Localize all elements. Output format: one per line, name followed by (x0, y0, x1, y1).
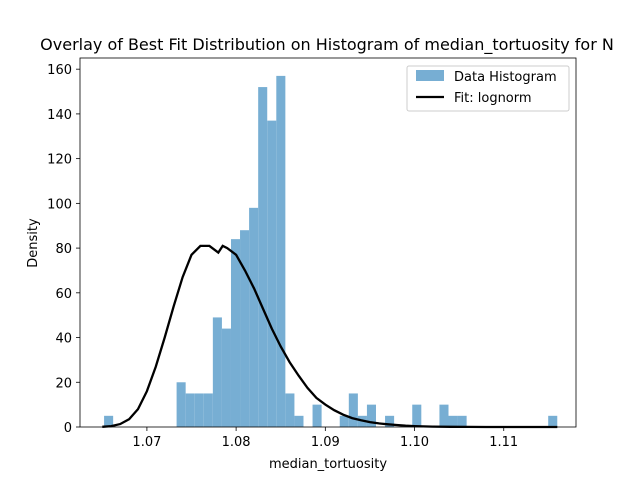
histogram-bar (457, 415, 467, 427)
histogram-bar (221, 328, 231, 427)
histogram-bar (548, 415, 558, 427)
y-tick-label: 40 (55, 332, 72, 347)
histogram-bar (276, 75, 286, 428)
histogram-bar (294, 415, 304, 427)
y-axis-ticks: 0 20 40 60 80 100 120 140 160 (47, 63, 80, 436)
histogram-bar (366, 404, 376, 427)
x-tick-label: 1.08 (222, 435, 251, 450)
y-tick-label: 120 (47, 153, 72, 168)
histogram-bar (104, 415, 114, 427)
histogram-bar (348, 393, 358, 427)
legend: Data Histogram Fit: lognorm (406, 65, 570, 112)
legend-histogram-label: Data Histogram (454, 70, 557, 85)
x-tick-label: 1.11 (489, 435, 518, 450)
histogram-bar (412, 404, 422, 427)
histogram-bar (249, 207, 259, 427)
y-axis-label: Density (26, 218, 41, 268)
fit-curve-lognorm (102, 244, 558, 429)
legend-fit-label: Fit: lognorm (454, 91, 532, 106)
x-tick-label: 1.10 (400, 435, 429, 450)
y-tick-label: 160 (47, 63, 72, 78)
histogram-bar (240, 230, 250, 427)
histogram-bars (104, 75, 558, 428)
y-tick-label: 100 (47, 197, 72, 212)
y-tick-label: 60 (55, 287, 72, 302)
histogram-bar (212, 317, 222, 427)
x-axis-ticks: 1.07 1.08 1.09 1.10 1.11 (132, 427, 518, 450)
histogram-bar (185, 393, 195, 427)
histogram-bar (203, 393, 213, 427)
histogram-bar (258, 87, 268, 427)
histogram-bar (339, 415, 349, 427)
legend-histogram-swatch (416, 70, 444, 81)
x-axis-label: median_tortuosity (269, 457, 387, 472)
histogram-bar (176, 382, 186, 427)
plot-frame (79, 57, 577, 428)
histogram-bar (267, 120, 277, 428)
y-tick-label: 80 (55, 242, 72, 257)
y-tick-label: 20 (55, 376, 72, 391)
legend-box (406, 65, 570, 112)
x-tick-label: 1.09 (311, 435, 340, 450)
histogram-bar (230, 239, 241, 427)
chart-title: Overlay of Best Fit Distribution on Hist… (40, 35, 614, 55)
histogram-bar (312, 404, 322, 427)
histogram-bar (448, 415, 458, 427)
y-tick-label: 0 (64, 421, 72, 436)
histogram-bar (385, 415, 395, 427)
x-tick-label: 1.07 (132, 435, 161, 450)
histogram-bar (194, 393, 204, 427)
histogram-bar (439, 404, 449, 427)
histogram-bar (285, 393, 295, 427)
y-tick-label: 140 (47, 108, 72, 123)
